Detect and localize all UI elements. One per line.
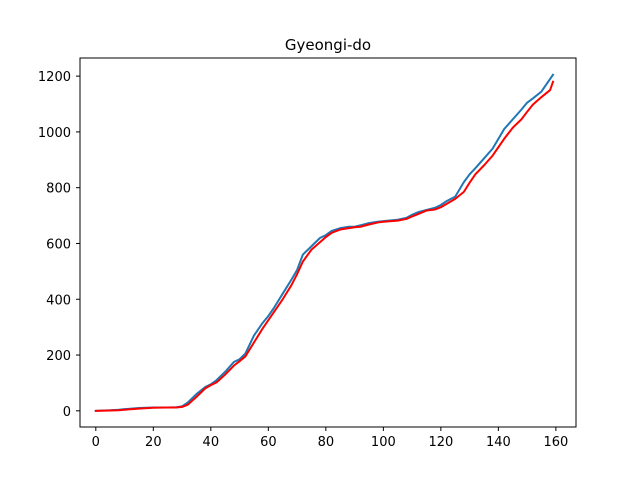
series-line-2 [94,80,555,412]
y-tick-label: 200 [46,349,71,364]
x-tick-label: 20 [145,435,162,450]
y-tick-label: 600 [46,237,71,252]
x-tick-label: 0 [92,435,100,450]
x-tick-label: 60 [260,435,277,450]
chart-title: Gyeongi-do [285,36,371,54]
x-tick-label: 140 [486,435,511,450]
y-tick-label: 800 [46,182,71,197]
x-tick-label: 120 [428,435,453,450]
y-tick-label: 400 [46,293,71,308]
y-tick-label: 1200 [38,70,71,85]
y-tick-label: 1000 [38,126,71,141]
x-tick-label: 40 [203,435,220,450]
y-tick-label: 0 [63,405,71,420]
x-tick-label: 100 [371,435,396,450]
plot-area: 0 20 40 60 80 100 120 140 160 0 200 400 600 800 1000 12… [38,57,577,450]
series-line-1 [94,73,555,412]
axes-frame [79,57,577,428]
x-tick-label: 80 [318,435,335,450]
x-tick-label: 160 [543,435,568,450]
